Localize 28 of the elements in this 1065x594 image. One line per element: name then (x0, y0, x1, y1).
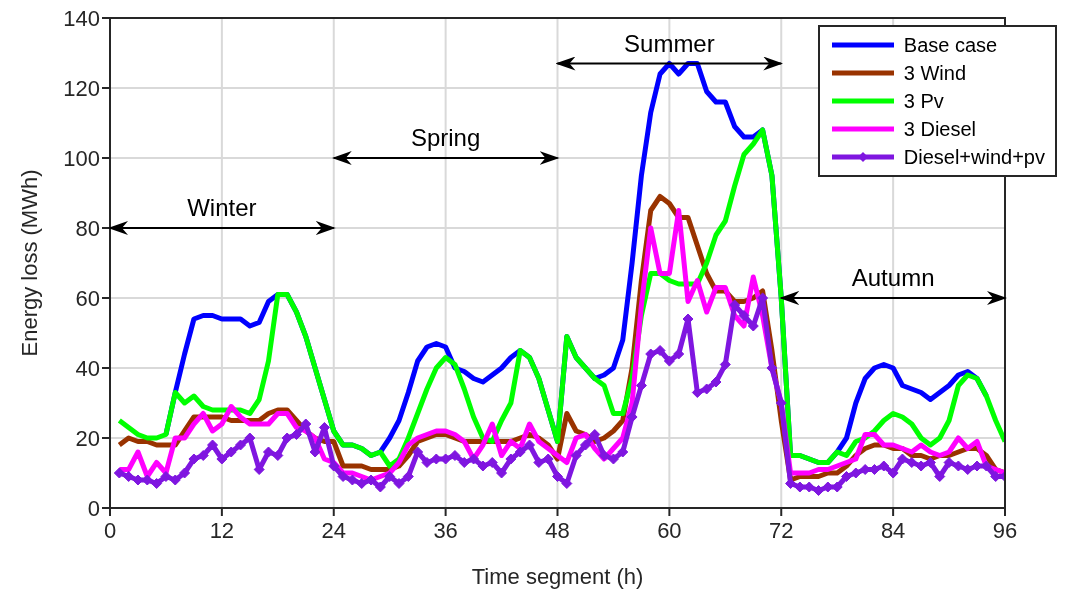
annotation: Winter (187, 194, 257, 221)
legend-label: 3 Wind (903, 61, 967, 85)
annotation: Autumn (851, 264, 935, 291)
y-tick-label: 0 (87, 495, 100, 521)
x-tick-label: 96 (992, 517, 1018, 543)
x-tick-label: 84 (880, 517, 906, 543)
y-tick-label: 80 (75, 215, 100, 241)
x-tick-label: 60 (657, 517, 682, 543)
y-tick-label: 140 (63, 5, 100, 31)
x-tick-label: 24 (321, 517, 346, 543)
y-tick-label: 60 (75, 285, 100, 311)
annotation: Summer (624, 29, 715, 57)
x-tick-label: 12 (209, 517, 235, 543)
x-tick-label: 72 (769, 517, 794, 543)
y-tick-label: 40 (75, 355, 100, 381)
x-tick-label: 36 (433, 517, 458, 543)
x-tick-label: 0 (103, 517, 117, 543)
annotation: Spring (410, 124, 481, 151)
legend-label: Diesel+wind+pv (903, 145, 1045, 169)
legend-label: 3 Pv (903, 89, 944, 113)
y-axis-title: Energy loss (MWh) (16, 169, 42, 357)
y-tick-label: 120 (63, 75, 100, 101)
y-tick-label: 100 (63, 145, 100, 171)
legend-label: 3 Diesel (903, 117, 977, 141)
x-axis-title: Time segment (h) (471, 564, 644, 589)
legend-label: Base case (903, 33, 998, 57)
x-tick-label: 48 (545, 517, 570, 543)
y-tick-label: 20 (75, 425, 100, 451)
